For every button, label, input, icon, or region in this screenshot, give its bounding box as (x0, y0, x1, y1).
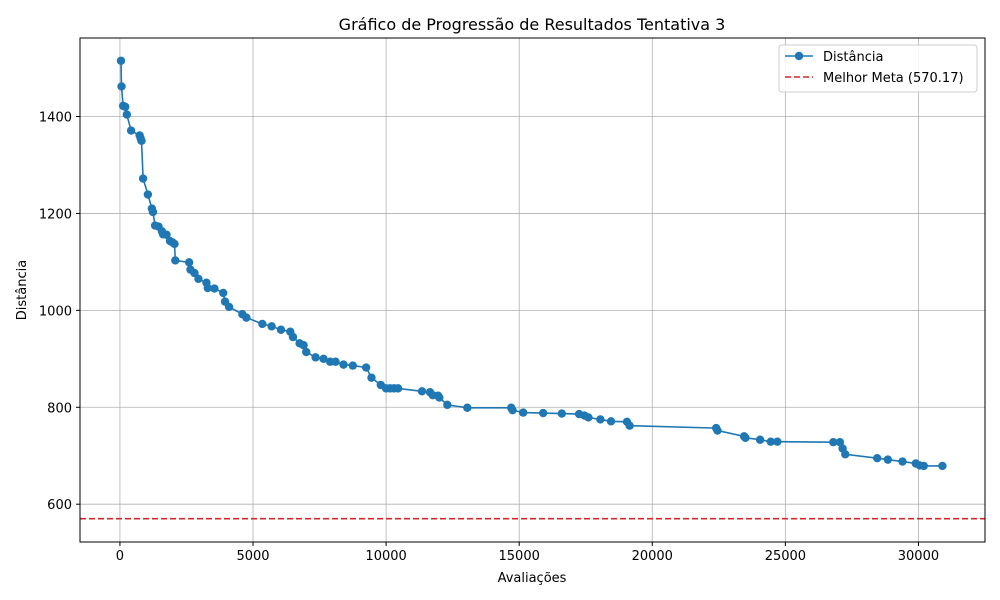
data-point (755, 435, 765, 444)
data-point (162, 230, 171, 239)
y-tick-label: 1200 (39, 207, 72, 222)
data-point (203, 283, 212, 293)
data-point (367, 373, 376, 382)
data-point (741, 433, 750, 443)
data-point (557, 409, 566, 418)
data-point (210, 284, 219, 293)
data-point (584, 413, 593, 422)
data-point (518, 408, 528, 417)
data-point (138, 174, 148, 183)
data-point (319, 354, 328, 364)
x-tick-label: 30000 (898, 549, 939, 564)
y-tick-label: 600 (47, 498, 72, 513)
x-tick-label: 10000 (365, 549, 406, 564)
data-point (122, 110, 132, 119)
legend-box (778, 44, 978, 93)
data-point (435, 393, 444, 402)
y-axis-title: Distância (15, 260, 30, 320)
data-point (331, 357, 340, 366)
data-point (148, 207, 158, 217)
data-point (194, 274, 203, 284)
data-point (288, 332, 298, 342)
data-point (126, 126, 136, 135)
data-point (258, 319, 267, 329)
data-point (267, 322, 276, 331)
data-point (224, 302, 234, 312)
data-point (137, 136, 146, 145)
data-point (898, 457, 907, 466)
data-point (841, 450, 850, 459)
data-point (829, 437, 838, 447)
data-point (276, 325, 286, 334)
data-point (339, 360, 348, 369)
data-point (417, 387, 427, 396)
data-point (184, 258, 194, 267)
y-tick-label: 1400 (39, 111, 72, 126)
y-tick-label: 800 (47, 401, 72, 416)
legend: Distância Melhor Meta (570.17) (778, 44, 978, 93)
data-point (606, 417, 616, 426)
legend-label-best-goal: Melhor Meta (570.17) (823, 71, 964, 86)
grid (80, 38, 985, 542)
data-point (538, 408, 548, 418)
plot-frame (79, 37, 986, 543)
data-point (766, 437, 775, 446)
data-point (242, 313, 251, 322)
data-point (625, 421, 634, 430)
data-point (348, 361, 358, 370)
data-point (872, 453, 882, 463)
data-point (302, 347, 311, 357)
data-point (463, 403, 472, 412)
data-point (299, 341, 308, 350)
data-point (219, 288, 228, 298)
data-point (508, 405, 517, 415)
chart-title: Gráfico de Progressão de Resultados Tent… (339, 15, 726, 34)
legend-label-distancia: Distância (823, 50, 883, 65)
data-point (311, 353, 320, 362)
data-point (116, 56, 126, 65)
data-point (143, 190, 153, 199)
data-point (919, 461, 928, 471)
ticks: 0 5000 10000 15000 20000 25000 30000 600 800 1000… (39, 111, 939, 564)
data-point (443, 400, 452, 410)
x-tick-label: 15000 (499, 549, 540, 564)
data-point (393, 384, 403, 393)
data-point (596, 415, 605, 424)
data-point (121, 102, 130, 112)
data-point (938, 461, 947, 471)
data-point (361, 363, 371, 372)
y-tick-label: 1000 (39, 304, 72, 319)
x-tick-label: 25000 (765, 549, 806, 564)
data-point (713, 426, 722, 435)
data-point (171, 256, 180, 265)
legend-swatch-marker (794, 51, 804, 61)
x-tick-label: 5000 (236, 549, 269, 564)
x-tick-label: 20000 (632, 549, 673, 564)
data-point (835, 437, 845, 447)
data-point (883, 455, 893, 464)
x-tick-label: 0 (116, 549, 124, 564)
series-layer (116, 56, 947, 471)
data-point (117, 82, 126, 91)
data-point (170, 239, 179, 249)
data-point (773, 437, 782, 446)
x-axis-title: Avaliações (498, 571, 567, 586)
